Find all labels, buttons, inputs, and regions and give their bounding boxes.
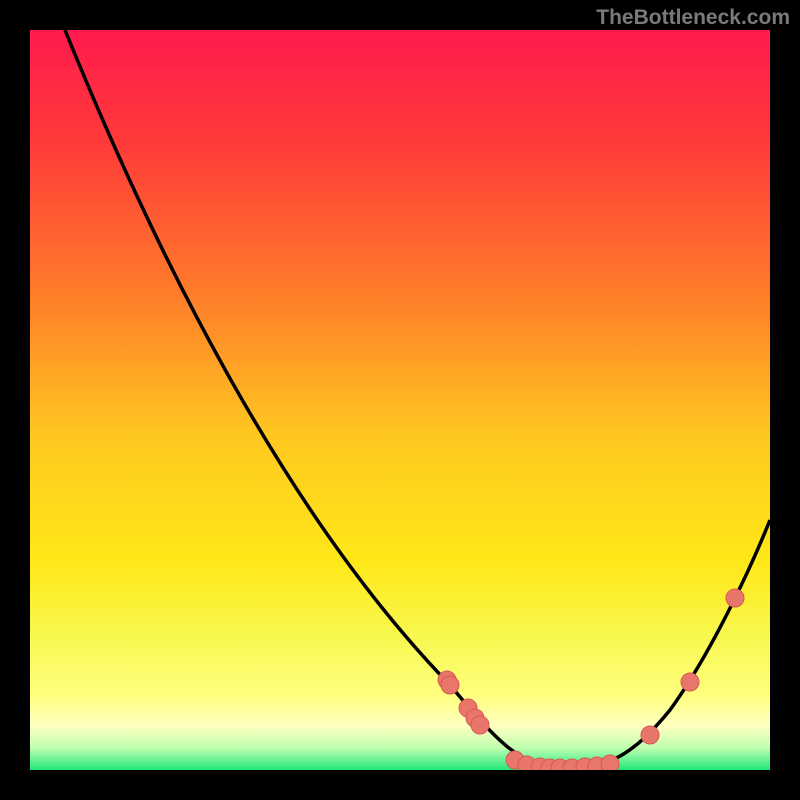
- data-marker: [601, 755, 619, 770]
- data-marker: [441, 676, 459, 694]
- data-marker: [726, 589, 744, 607]
- plot-area: [30, 30, 770, 770]
- markers-group: [438, 589, 744, 770]
- data-marker: [471, 716, 489, 734]
- data-marker: [641, 726, 659, 744]
- watermark-text: TheBottleneck.com: [596, 6, 790, 30]
- bottleneck-curve: [65, 30, 770, 768]
- curve-layer: [30, 30, 770, 770]
- data-marker: [681, 673, 699, 691]
